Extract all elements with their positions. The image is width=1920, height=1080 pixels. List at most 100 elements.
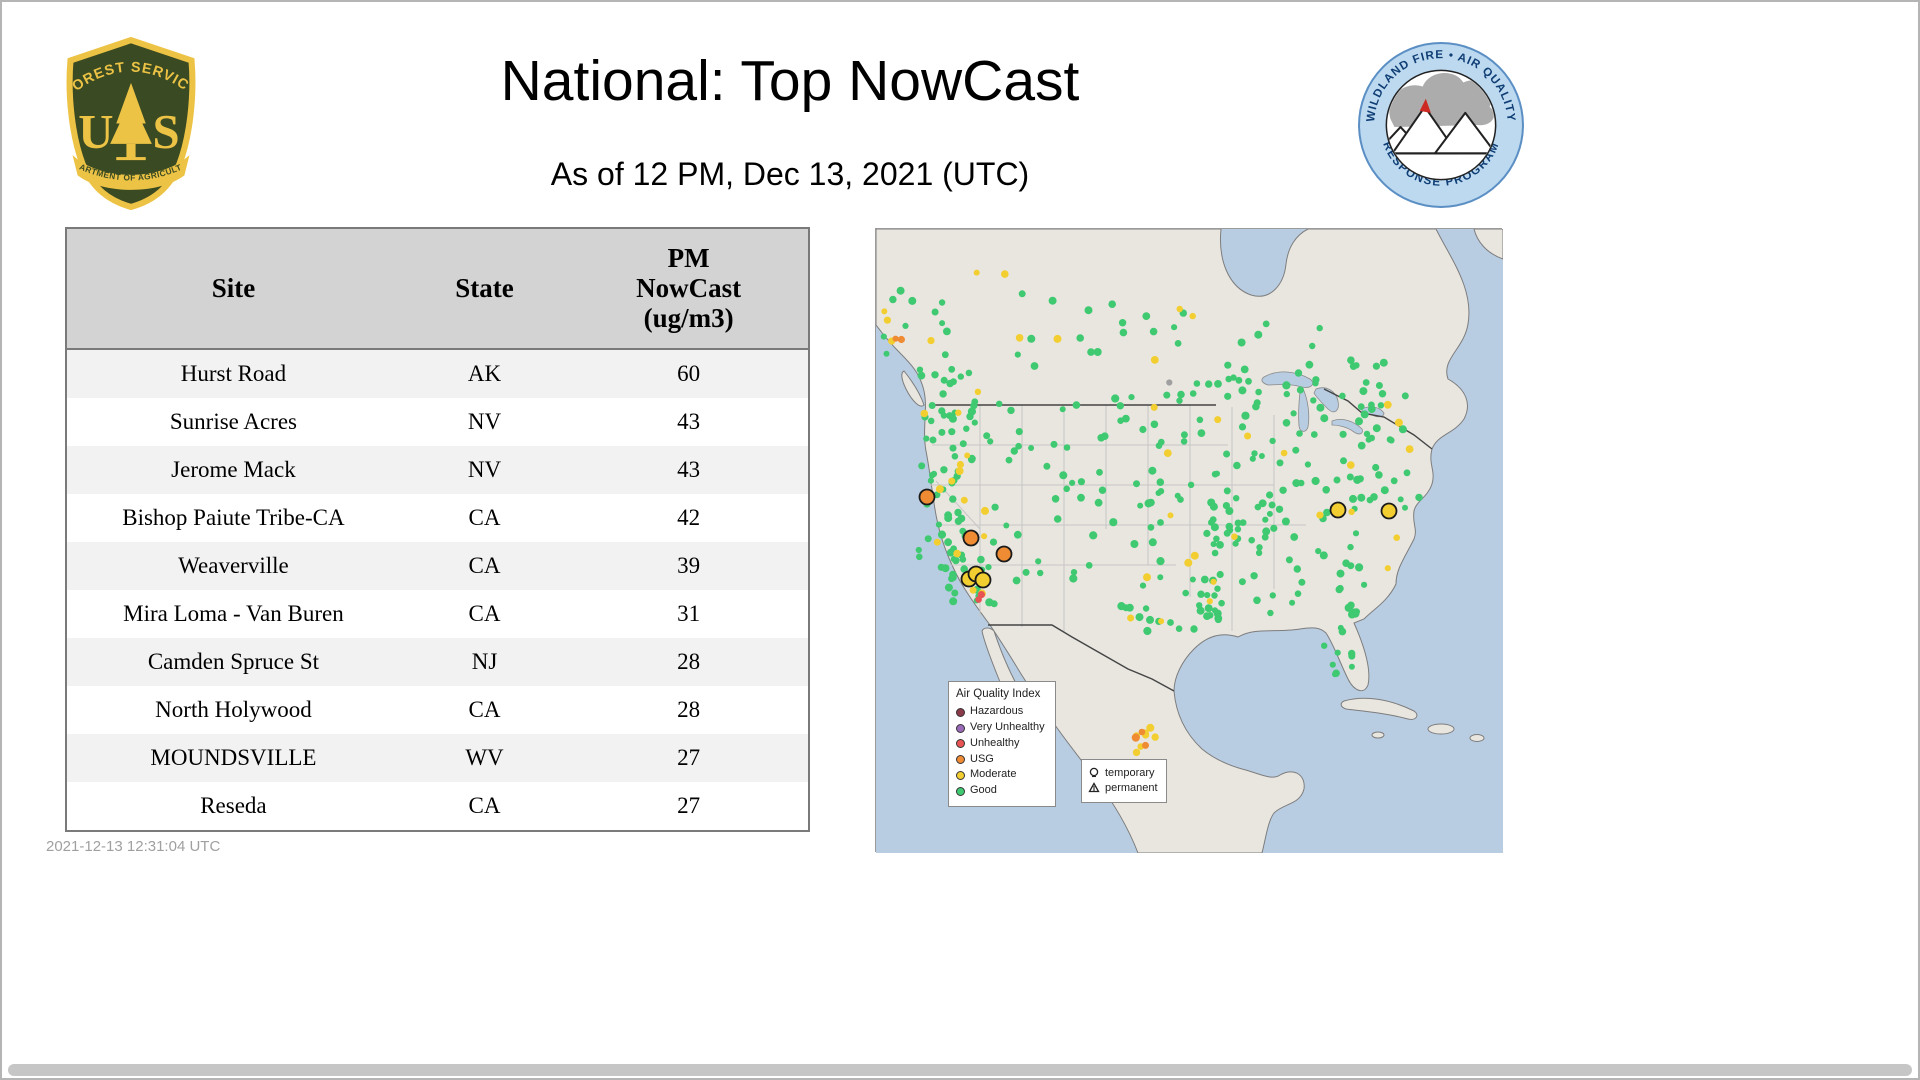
aqi-site-dot bbox=[1347, 543, 1354, 551]
state-cell: AK bbox=[467, 360, 502, 386]
aqi-site-dot bbox=[927, 337, 935, 345]
table-row: Hurst Road AK 60 bbox=[66, 348, 809, 398]
aqi-site-dot bbox=[1316, 324, 1323, 332]
table-row: Camden Spruce St NJ 28 bbox=[66, 637, 809, 686]
aqi-site-dot bbox=[1205, 380, 1213, 388]
aqi-site-dot bbox=[1275, 505, 1284, 513]
aqi-site-dot bbox=[935, 485, 944, 494]
aqi-site-dot bbox=[1238, 423, 1247, 431]
aqi-site-dot bbox=[1316, 511, 1324, 519]
aqi-site-dot bbox=[1116, 402, 1124, 410]
aqi-site-dot bbox=[1359, 387, 1368, 396]
aqi-site-dot bbox=[1397, 496, 1404, 503]
aqi-site-dot bbox=[1393, 534, 1400, 541]
aqi-site-dot bbox=[960, 565, 968, 573]
aqi-site-dot bbox=[1197, 429, 1206, 437]
aqi-site-dot bbox=[1281, 517, 1290, 526]
aqi-site-dot bbox=[1158, 438, 1165, 446]
aqi-site-dot bbox=[1122, 414, 1130, 423]
aqi-site-dot bbox=[1240, 365, 1249, 374]
aqi-site-dot bbox=[927, 417, 935, 425]
aqi-site-dot bbox=[1210, 523, 1219, 532]
aqi-site-dot bbox=[1348, 508, 1355, 515]
aqi-site-dot bbox=[1077, 478, 1085, 486]
aqi-site-dot bbox=[1150, 420, 1159, 429]
aqi-site-dot bbox=[1282, 381, 1291, 390]
state-cell: WV bbox=[465, 744, 504, 770]
aqi-site-dot bbox=[935, 521, 942, 528]
aqi-site-dot bbox=[1204, 604, 1213, 613]
temporary-circle-icon bbox=[1089, 767, 1099, 778]
aqi-site-dot bbox=[1401, 392, 1409, 400]
site-cell: Weaverville bbox=[178, 552, 289, 578]
aqi-site-dot bbox=[938, 428, 946, 436]
page-subtitle: As of 12 PM, Dec 13, 2021 (UTC) bbox=[550, 156, 1030, 192]
aqi-site-dot bbox=[1207, 498, 1216, 507]
site-cell: Mira Loma - Van Buren bbox=[123, 600, 344, 626]
aqi-site-dot bbox=[1128, 394, 1135, 401]
aqi-site-dot bbox=[1214, 585, 1221, 592]
aqi-site-dot bbox=[948, 365, 956, 373]
aqi-site-dot bbox=[1304, 461, 1311, 468]
aqi-site-dot bbox=[949, 597, 958, 606]
aqi-site-dot bbox=[933, 538, 941, 546]
aqi-site-dot bbox=[1101, 432, 1109, 440]
page-title: National: Top NowCast bbox=[500, 49, 1080, 113]
highlighted-site-marker bbox=[995, 545, 1013, 563]
aqi-site-dot bbox=[1290, 410, 1297, 417]
aqi-site-dot bbox=[944, 538, 952, 547]
aqi-site-dot bbox=[1269, 592, 1276, 599]
aqi-site-dot bbox=[1253, 596, 1261, 605]
aqi-site-dot bbox=[1266, 491, 1274, 499]
legend-item: Moderate bbox=[956, 768, 1048, 782]
aqi-site-dot bbox=[1214, 616, 1222, 624]
aqi-site-dot bbox=[1256, 544, 1263, 551]
highlighted-site-marker bbox=[1329, 501, 1347, 519]
aqi-site-dot bbox=[944, 514, 953, 523]
aqi-site-dot bbox=[1251, 450, 1258, 457]
temporary-label: temporary bbox=[1105, 767, 1155, 779]
aqi-site-dot bbox=[1053, 515, 1062, 523]
aqi-site-dot bbox=[1347, 461, 1355, 469]
aqi-site-dot bbox=[1230, 374, 1237, 381]
map-highlight-layer bbox=[918, 488, 1398, 589]
aqi-site-dot bbox=[1245, 377, 1252, 385]
fs-banner-ribbon bbox=[72, 155, 190, 190]
aqi-site-dot bbox=[1336, 569, 1345, 578]
highlighted-site-marker bbox=[1380, 502, 1398, 520]
aqi-legend-items: Hazardous Very Unhealthy Unhealthy USG Moder… bbox=[956, 705, 1048, 798]
aqi-site-dot bbox=[964, 452, 971, 459]
aqi-site-dot bbox=[1347, 356, 1355, 364]
aqi-site-dot bbox=[1063, 485, 1070, 493]
aqi-site-dot bbox=[1262, 527, 1271, 536]
aqi-site-dot bbox=[1238, 386, 1247, 395]
nowcast-table: Site State PM NowCast (ug/m3) Hurst Road… bbox=[65, 227, 810, 832]
aqi-site-dot bbox=[1283, 390, 1290, 398]
aqi-site-dot bbox=[1043, 462, 1051, 470]
aqi-site-dot bbox=[930, 470, 938, 477]
aqi-site-dot bbox=[1357, 493, 1366, 502]
pine-tree-icon bbox=[110, 82, 152, 161]
aqi-site-dot bbox=[1142, 312, 1151, 320]
aqi-site-dot bbox=[955, 409, 962, 416]
aqi-site-dot bbox=[1130, 540, 1139, 548]
aqi-site-dot bbox=[1076, 334, 1084, 342]
nowcast-value-cell: 27 bbox=[677, 792, 701, 818]
aqi-site-dot bbox=[938, 407, 946, 415]
aqi-site-dot bbox=[956, 460, 964, 469]
aqi-site-dot bbox=[1069, 574, 1078, 583]
aqi-site-dot bbox=[1015, 334, 1024, 342]
aqi-site-dot bbox=[902, 322, 909, 329]
aqi-site-dot bbox=[1312, 380, 1319, 387]
site-cell: Hurst Road bbox=[180, 360, 287, 386]
aqi-site-dot bbox=[1383, 400, 1392, 409]
aqi-site-dot bbox=[923, 435, 930, 442]
fs-letter-u: U bbox=[78, 104, 113, 159]
state-cell: CA bbox=[468, 504, 501, 530]
nowcast-value-cell: 28 bbox=[677, 648, 701, 674]
aqi-site-dot bbox=[1294, 369, 1303, 377]
aqi-site-dot bbox=[1384, 565, 1391, 572]
aqi-site-dot bbox=[1209, 516, 1217, 523]
aqi-site-dot bbox=[1089, 531, 1098, 540]
